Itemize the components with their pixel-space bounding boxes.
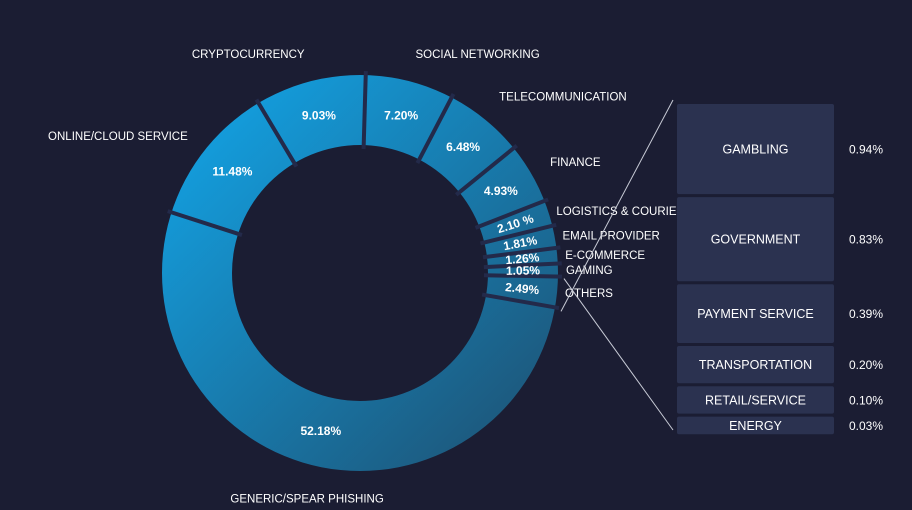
percent-label-online-cloud-service: 11.48% bbox=[212, 165, 252, 179]
breakdown-label-energy: ENERGY bbox=[729, 419, 782, 433]
percent-label-email-provider: 1.81% bbox=[502, 233, 538, 253]
category-label-telecommunication: TELECOMMUNICATION bbox=[499, 92, 627, 104]
breakdown-label-transportation: TRANSPORTATION bbox=[699, 358, 812, 372]
breakdown-label-government: GOVERNMENT bbox=[711, 233, 801, 247]
breakdown-value-retail-service: 0.10% bbox=[849, 393, 883, 407]
breakdown-box-retail-service bbox=[677, 386, 834, 414]
percent-label-others: 2.49% bbox=[505, 280, 541, 297]
breakdown-box-payment-service bbox=[677, 284, 834, 344]
percent-label-e-commerce: 1.26% bbox=[505, 250, 540, 267]
percent-label-finance: 4.93% bbox=[484, 184, 518, 198]
slice-separator bbox=[482, 245, 561, 260]
category-label-e-commerce: E-COMMERCE bbox=[565, 250, 645, 262]
donut-ring bbox=[162, 75, 558, 471]
slice-separator bbox=[481, 292, 560, 311]
percent-label-cryptocurrency: 9.03% bbox=[302, 108, 336, 122]
category-label-generic-spear-phishing: GENERIC/SPEAR PHISHING bbox=[230, 494, 383, 506]
breakdown-value-government: 0.83% bbox=[849, 233, 883, 247]
slice-separator bbox=[361, 71, 368, 150]
breakdown-label-gambling: GAMBLING bbox=[723, 143, 789, 157]
breakdown-box-gambling bbox=[677, 104, 834, 195]
category-labels: GENERIC/SPEAR PHISHING ONLINE/CLOUD SERVI… bbox=[48, 49, 693, 505]
slice-separator bbox=[454, 144, 519, 197]
category-label-finance: FINANCE bbox=[550, 157, 601, 169]
breakdown-value-transportation: 0.20% bbox=[849, 358, 883, 372]
slice-separator bbox=[167, 209, 243, 237]
category-label-social-networking: SOCIAL NETWORKING bbox=[416, 49, 540, 61]
breakdown-box-transportation bbox=[677, 346, 834, 384]
category-label-gaming: GAMING bbox=[566, 265, 613, 277]
percent-label-social-networking: 7.20% bbox=[384, 108, 418, 122]
category-label-logistics-couriers: LOGISTICS & COURIERS bbox=[556, 206, 692, 218]
percent-label-gaming: 1.05% bbox=[506, 263, 541, 278]
breakdown-box-energy bbox=[677, 416, 834, 435]
breakdown-label-retail-service: RETAIL/SERVICE bbox=[705, 393, 806, 407]
connector-line-bottom bbox=[563, 278, 674, 431]
breakdown-label-payment-service: PAYMENT SERVICE bbox=[697, 307, 813, 321]
breakdown-box-government bbox=[677, 197, 834, 282]
slice-separator bbox=[254, 98, 299, 168]
donut-ring-fill bbox=[162, 75, 558, 471]
percent-label-generic-spear-phishing: 52.18% bbox=[300, 424, 341, 438]
breakdown-value-gambling: 0.94% bbox=[849, 143, 883, 157]
percent-label-telecommunication: 6.48% bbox=[446, 140, 480, 154]
others-breakdown: GAMBLING 0.94% GOVERNMENT 0.83% PAYMENT SERV… bbox=[677, 104, 883, 435]
category-label-online-cloud-service: ONLINE/CLOUD SERVICE bbox=[48, 131, 188, 143]
percent-labels: 52.18%11.48%9.03% 7.20%6.48%4.93%2.10 %1.… bbox=[212, 108, 540, 438]
connector-line-top bbox=[560, 99, 674, 312]
category-label-email-provider: EMAIL PROVIDER bbox=[563, 230, 660, 242]
slice-separator bbox=[483, 273, 563, 279]
slice-separator bbox=[483, 261, 562, 270]
breakdown-value-payment-service: 0.39% bbox=[849, 307, 883, 321]
category-label-cryptocurrency: CRYPTOCURRENCY bbox=[192, 49, 305, 61]
slice-separator bbox=[474, 197, 549, 230]
breakdown-value-energy: 0.03% bbox=[849, 419, 883, 433]
breakdown-connectors bbox=[560, 99, 674, 431]
slice-separators bbox=[167, 71, 563, 311]
slice-separator bbox=[415, 93, 456, 165]
slice-separator bbox=[479, 222, 557, 246]
